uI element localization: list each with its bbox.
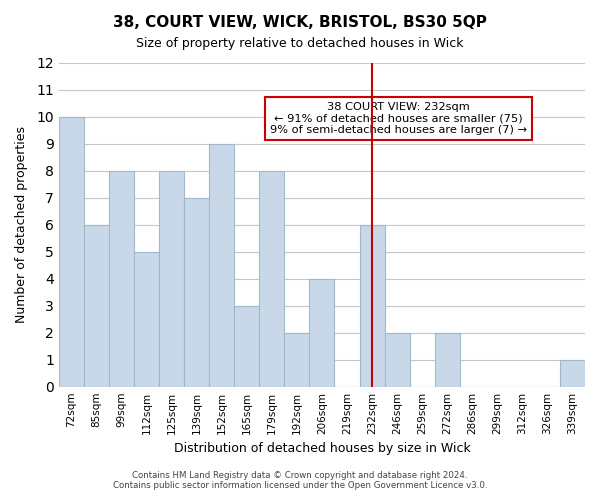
Bar (284, 332, 310, 386)
Bar (359, 225, 385, 386)
Bar (84, 225, 109, 386)
Bar (234, 306, 259, 386)
X-axis label: Distribution of detached houses by size in Wick: Distribution of detached houses by size … (173, 442, 470, 455)
Bar (59, 117, 84, 386)
Text: 38 COURT VIEW: 232sqm
← 91% of detached houses are smaller (75)
9% of semi-detac: 38 COURT VIEW: 232sqm ← 91% of detached … (270, 102, 527, 135)
Text: Size of property relative to detached houses in Wick: Size of property relative to detached ho… (136, 38, 464, 51)
Y-axis label: Number of detached properties: Number of detached properties (15, 126, 28, 324)
Bar (434, 332, 460, 386)
Bar (259, 171, 284, 386)
Text: 38, COURT VIEW, WICK, BRISTOL, BS30 5QP: 38, COURT VIEW, WICK, BRISTOL, BS30 5QP (113, 15, 487, 30)
Bar (560, 360, 585, 386)
Bar (159, 171, 184, 386)
Bar (310, 279, 334, 386)
Bar (184, 198, 209, 386)
Bar (109, 171, 134, 386)
Bar (385, 332, 410, 386)
Bar (134, 252, 159, 386)
Bar (209, 144, 234, 386)
Text: Contains HM Land Registry data © Crown copyright and database right 2024.
Contai: Contains HM Land Registry data © Crown c… (113, 470, 487, 490)
